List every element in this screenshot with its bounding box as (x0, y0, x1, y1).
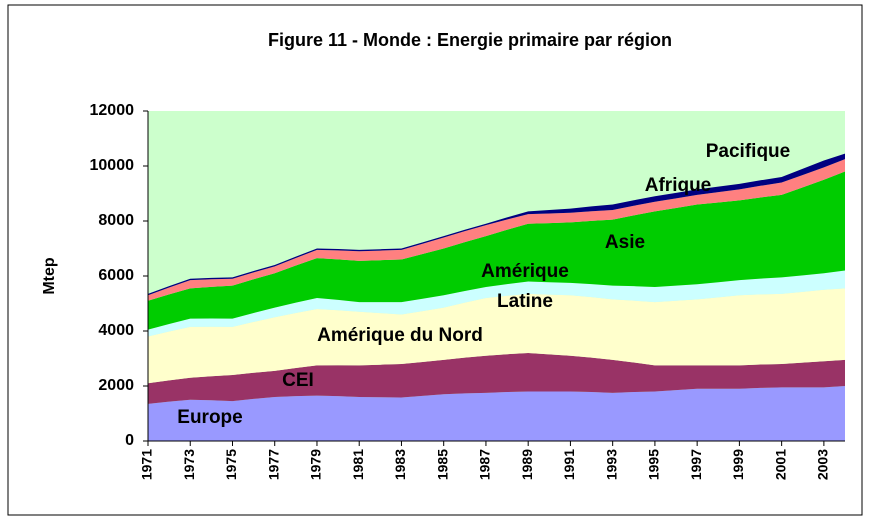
series-label: Asie (604, 232, 646, 253)
x-tick-label: 1989 (519, 449, 535, 480)
series-label: Europe (177, 407, 243, 428)
area (148, 353, 845, 404)
x-tick-label: 2001 (772, 449, 788, 480)
y-tick-label: 10000 (90, 157, 135, 174)
y-tick-label: 8000 (98, 212, 134, 229)
y-tick-label: 0 (125, 432, 134, 449)
y-tick-label: 4000 (98, 322, 134, 339)
series-label: Amérique du Nord (317, 325, 483, 346)
x-tick-label: 2003 (815, 449, 831, 480)
y-tick-label: 6000 (98, 267, 134, 284)
x-tick-label: 1983 (392, 449, 408, 480)
y-axis-label: Mtep (41, 257, 58, 295)
x-tick-label: 1997 (688, 449, 704, 480)
area (148, 159, 845, 301)
series-label: Amérique Latine (481, 261, 569, 312)
x-tick-label: 1979 (308, 449, 324, 480)
area (148, 288, 845, 384)
x-tick-label: 1987 (477, 449, 493, 480)
y-tick-label: 12000 (90, 102, 135, 119)
x-tick-label: 1973 (181, 449, 197, 480)
x-tick-label: 1993 (603, 449, 619, 480)
x-tick-label: 1975 (223, 449, 239, 480)
x-tick-label: 1981 (350, 449, 366, 480)
x-tick-label: 1985 (434, 449, 450, 480)
x-tick-label: 1995 (646, 449, 662, 480)
series-label: Afrique (644, 175, 712, 196)
area (148, 270, 845, 337)
x-tick-label: 1999 (730, 449, 746, 480)
y-tick-label: 2000 (98, 377, 134, 394)
chart-title: Figure 11 - Monde : Energie primaire par… (268, 30, 672, 50)
x-tick-label: 1977 (265, 449, 281, 480)
area (148, 171, 845, 330)
area (148, 386, 845, 441)
x-tick-label: 1991 (561, 449, 577, 480)
series-label: Pacifique (705, 141, 791, 162)
series-label: CEI (282, 370, 314, 391)
x-tick-label: 1971 (139, 449, 155, 480)
